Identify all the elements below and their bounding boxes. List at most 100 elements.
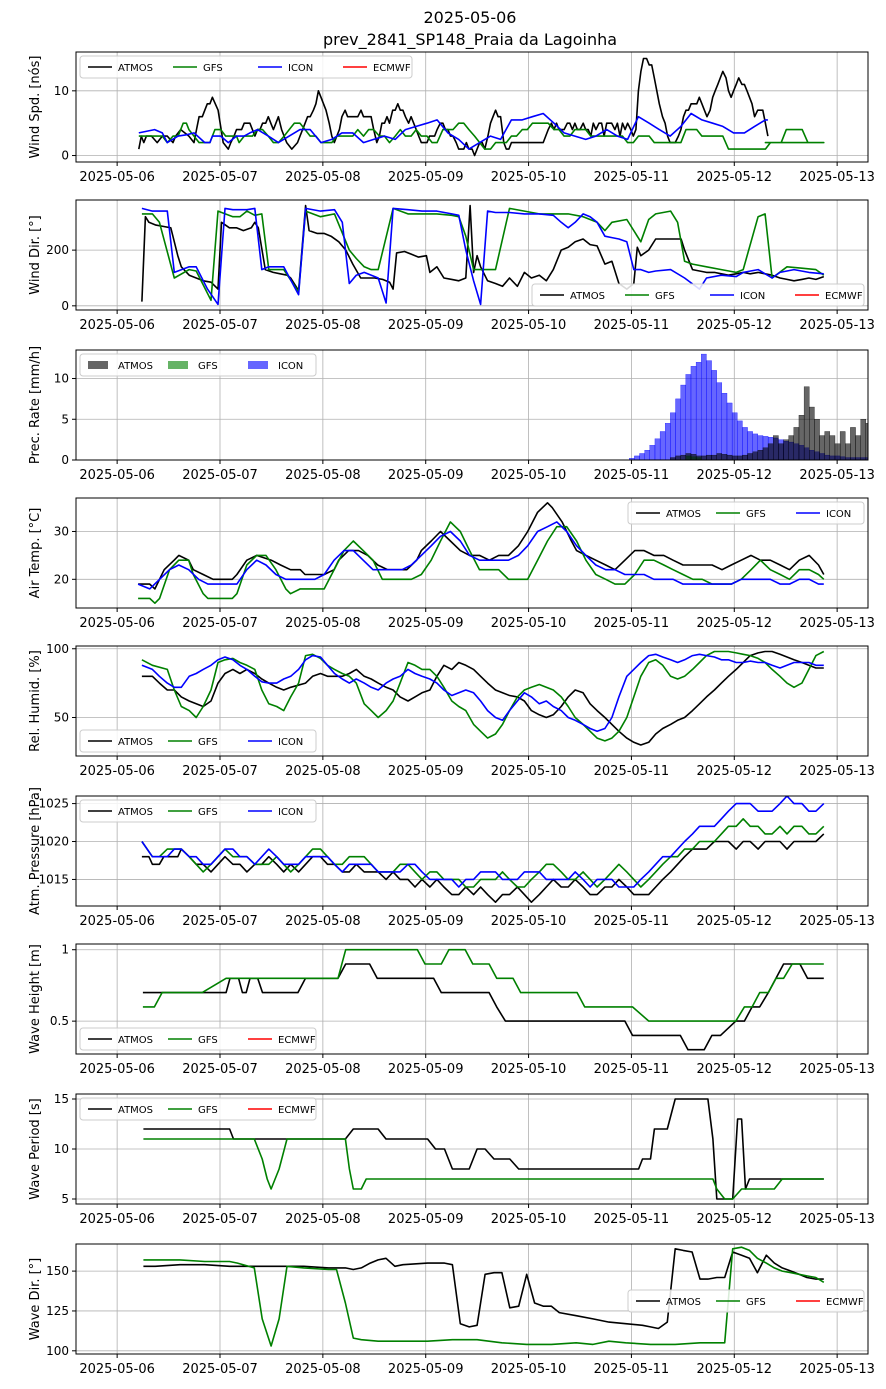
axes-frame (75, 497, 869, 609)
legend: ATMOS GFS ECMWF (79, 1027, 317, 1051)
x-tick-label: 2025-05-06 (79, 318, 155, 333)
axes-frame (75, 645, 869, 757)
panel-6: 1015 1020 1025 2025-05-06 2025-05-07 2025-05-… (28, 787, 875, 929)
bar-icon (876, 458, 881, 460)
x-tick-label: 2025-05-13 (799, 1212, 875, 1227)
legend-label: ICON (278, 361, 303, 372)
bar-atmos (721, 454, 728, 460)
x-tick-label: 2025-05-11 (594, 318, 670, 333)
legend-label: GFS (198, 361, 218, 372)
x-tick-label: 2025-05-09 (388, 1062, 464, 1077)
plot-area (138, 57, 825, 157)
y-tick-label: 10 (54, 84, 69, 98)
x-tick-label: 2025-05-11 (594, 1362, 670, 1377)
x-tick-label: 2025-05-10 (491, 1212, 567, 1227)
x-tick-label: 2025-05-12 (697, 1362, 773, 1377)
x-tick-label: 2025-05-10 (491, 170, 567, 185)
x-tick-label: 2025-05-07 (182, 914, 258, 929)
bar-icon (881, 457, 886, 460)
legend-box (79, 353, 317, 377)
legend: ATMOS GFS ICON ECMWF (79, 55, 413, 79)
x-tick-label: 2025-05-11 (594, 616, 670, 631)
x-tick-label: 2025-05-11 (594, 1062, 670, 1077)
legend-box (79, 729, 317, 753)
x-tick-label: 2025-05-09 (388, 616, 464, 631)
y-tick-label: 10 (54, 1142, 69, 1156)
x-tick-label: 2025-05-10 (491, 616, 567, 631)
series-line-atmos (138, 501, 825, 590)
legend-label: ICON (278, 737, 303, 748)
x-tick-label: 2025-05-13 (799, 1362, 875, 1377)
x-tick-label: 2025-05-07 (182, 468, 258, 483)
legend-label: GFS (746, 509, 766, 520)
bar-atmos (793, 427, 800, 460)
x-tick-label: 2025-05-09 (388, 1362, 464, 1377)
series-line-gfs (142, 948, 824, 1022)
x-tick-label: 2025-05-06 (79, 616, 155, 631)
bar-icon (680, 384, 687, 460)
bar-atmos (742, 454, 748, 460)
x-tick-label: 2025-05-13 (799, 170, 875, 185)
y-axis-label: Wind Dir. [°] (28, 215, 43, 295)
legend: ATMOS GFS ICON (79, 729, 317, 753)
axes-frame (75, 795, 869, 907)
panel-3: 0 5 10 2025-05-06 2025-05-07 2025-05-08 2025-0… (28, 346, 886, 483)
series-line-gfs (141, 817, 825, 888)
legend-label: ATMOS (118, 1035, 153, 1046)
x-tick-label: 2025-05-09 (388, 170, 464, 185)
legend-label: GFS (198, 737, 218, 748)
series-line-atmos (143, 1248, 824, 1330)
plot-area (141, 796, 825, 904)
y-tick-label: 100 (46, 642, 69, 656)
bar-atmos (767, 443, 774, 460)
axes-frame (75, 1243, 869, 1355)
x-tick-label: 2025-05-11 (594, 914, 670, 929)
plot-area (141, 650, 825, 746)
series-line-gfs (141, 207, 825, 302)
legend: ATMOS GFS ICON (627, 501, 865, 525)
bar-icon (634, 455, 640, 460)
bar-icon (675, 398, 681, 460)
y-axis-label: Prec. Rate [mm/h] (28, 346, 43, 464)
x-tick-label: 2025-05-12 (697, 318, 773, 333)
chart-subtitle: prev_2841_SP148_Praia da Lagoinha (323, 30, 617, 50)
plot-area (143, 1098, 824, 1200)
x-tick-label: 2025-05-10 (491, 318, 567, 333)
y-tick-label: 100 (46, 1344, 69, 1358)
bar-icon (871, 458, 876, 460)
x-tick-label: 2025-05-09 (388, 1212, 464, 1227)
y-tick-label: 20 (54, 572, 69, 586)
plot-area (137, 501, 825, 605)
y-tick-label: 200 (46, 243, 69, 257)
x-tick-label: 2025-05-09 (388, 318, 464, 333)
legend-label: ICON (288, 63, 313, 74)
bar-atmos (731, 455, 738, 460)
legend: ATMOS GFS ICON (79, 799, 317, 823)
x-tick-label: 2025-05-12 (697, 914, 773, 929)
bar-atmos (726, 454, 733, 460)
y-tick-label: 5 (61, 412, 69, 426)
series-line-gfs (143, 1138, 824, 1200)
legend-label: GFS (203, 63, 223, 74)
x-tick-label: 2025-05-06 (79, 1212, 155, 1227)
series-line-icon (141, 207, 824, 306)
bar-atmos (716, 453, 723, 460)
bar-atmos (798, 415, 805, 460)
y-tick-label: 10 (54, 372, 69, 386)
legend-label: ICON (826, 509, 851, 520)
legend-box (531, 283, 865, 307)
y-axis-label: Wave Height [m] (28, 944, 43, 1054)
legend-label: ICON (740, 291, 765, 302)
y-axis-label: Atm. Pressure [hPa] (28, 787, 43, 915)
bar-atmos (788, 435, 795, 460)
x-tick-label: 2025-05-09 (388, 914, 464, 929)
x-tick-label: 2025-05-10 (491, 468, 567, 483)
y-tick-label: 1015 (38, 872, 69, 886)
y-tick-label: 15 (54, 1092, 69, 1106)
legend-swatch (88, 361, 108, 369)
legend-label: ATMOS (118, 737, 153, 748)
x-tick-label: 2025-05-08 (285, 468, 361, 483)
legend-box (627, 1289, 865, 1313)
series-line-gfs (143, 1246, 825, 1347)
